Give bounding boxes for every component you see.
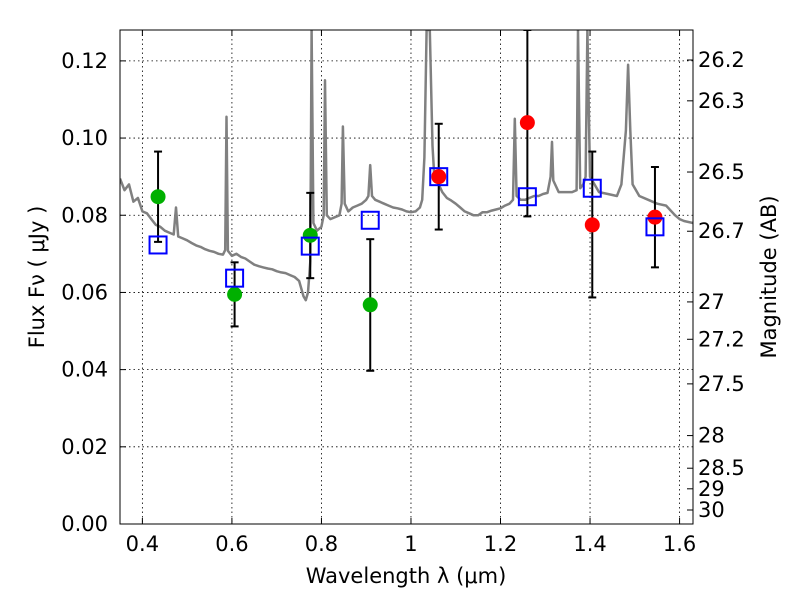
photometry-point	[227, 286, 243, 302]
model-flux-square	[360, 210, 380, 230]
magnitude-tick-label: 26.2	[698, 48, 745, 72]
x-tick-label: 1.6	[663, 532, 696, 556]
photometry-point	[431, 169, 447, 185]
photometry-point	[519, 115, 535, 131]
model-flux-square	[429, 167, 449, 187]
photometry-point	[150, 189, 166, 205]
magnitude-tick-label: 27	[698, 290, 725, 314]
model-flux-square	[582, 178, 602, 198]
y-tick-label: 0.06	[61, 280, 108, 304]
photometry-point	[647, 209, 663, 225]
y-tick-label: 0.12	[61, 49, 108, 73]
y-tick-label: 0.08	[61, 203, 108, 227]
photometry-point	[584, 217, 600, 233]
model-flux-square	[517, 187, 537, 207]
magnitude-tick-label: 26.7	[698, 219, 745, 243]
magnitude-tick-label: 27.2	[698, 327, 745, 351]
spectrum-line	[120, 30, 693, 302]
magnitude-tick-label: 26.3	[698, 89, 745, 113]
y-tick-label: 0.02	[61, 435, 108, 459]
error-bars	[154, 30, 659, 372]
magnitude-tick-label: 27.5	[698, 372, 745, 396]
axis-ticks	[120, 30, 693, 525]
x-axis-title: Wavelength λ (μm)	[306, 564, 507, 588]
magnitude-tick-label: 28	[698, 424, 725, 448]
x-tick-label: 0.4	[126, 532, 159, 556]
y-axis-right-title: Magnitude (AB)	[757, 195, 781, 358]
y-tick-label: 0.00	[61, 512, 108, 536]
photometry-point	[362, 297, 378, 313]
model-flux-square	[148, 235, 168, 255]
photometry-point	[302, 227, 318, 243]
y-tick-label: 0.04	[61, 358, 108, 382]
x-tick-label: 0.6	[215, 532, 248, 556]
magnitude-tick-label: 28.5	[698, 456, 745, 480]
magnitude-tick-label: 29	[698, 477, 725, 501]
y-axis-title: Flux Fν ( μJy )	[25, 206, 49, 349]
data-markers	[148, 115, 665, 313]
x-tick-label: 1.2	[484, 532, 517, 556]
x-tick-label: 1.4	[573, 532, 606, 556]
grid	[120, 30, 693, 525]
x-tick-label: 0.8	[305, 532, 338, 556]
model-flux-square	[225, 268, 245, 288]
model-flux-square	[645, 217, 665, 237]
tick-labels: 0.4 0.6 0.8 1 1.2 1.4 1.6 0.00 0.02 0.04 0.06 0.08 0…	[61, 48, 745, 556]
magnitude-tick-label: 26.5	[698, 160, 745, 184]
y-tick-label: 0.10	[61, 126, 108, 150]
x-tick-label: 1	[404, 532, 417, 556]
magnitude-tick-label: 30	[698, 498, 725, 522]
plot-frame	[119, 29, 694, 525]
model-flux-square	[300, 236, 320, 256]
model-spectrum	[120, 30, 693, 302]
